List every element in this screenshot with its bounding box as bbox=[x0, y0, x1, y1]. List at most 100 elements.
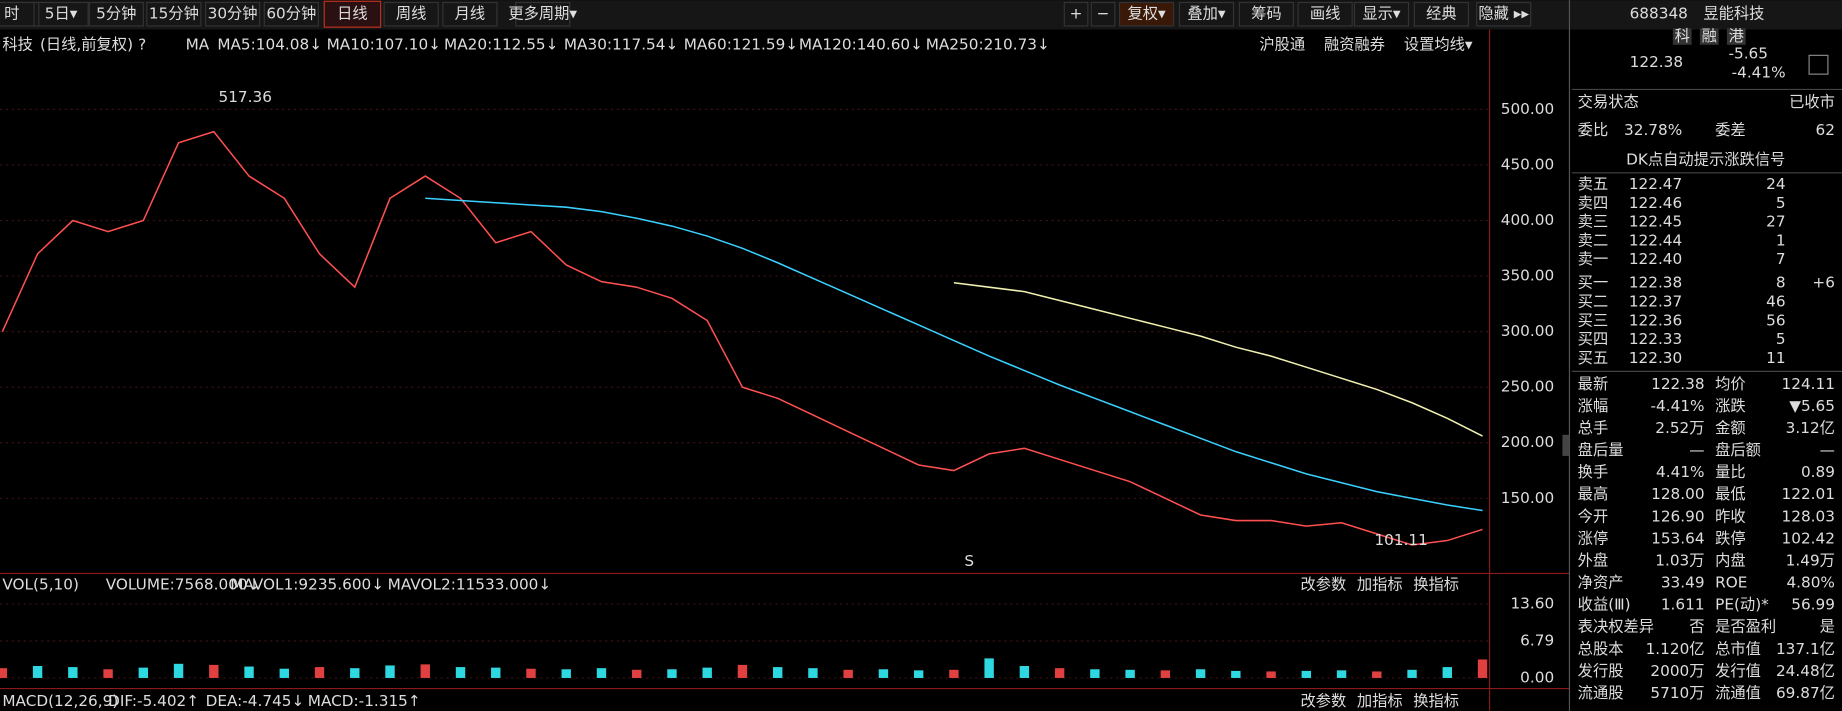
volume-bar bbox=[984, 658, 994, 678]
annotation: 101.11 bbox=[1374, 531, 1427, 549]
y-tick-label: 150.00 bbox=[1501, 489, 1554, 507]
stat-label: 盘后额 bbox=[1715, 441, 1761, 459]
tool-button[interactable]: 隐藏 ▸▸ bbox=[1478, 5, 1529, 23]
book-volume: 5 bbox=[1776, 330, 1786, 348]
tool-button[interactable]: 复权▾ bbox=[1127, 5, 1166, 23]
stat-value: 0.89 bbox=[1801, 463, 1835, 481]
stat-label: 换手 bbox=[1578, 463, 1609, 481]
change-pct: -4.41% bbox=[1732, 63, 1786, 81]
book-price: 122.40 bbox=[1629, 250, 1682, 268]
add-button[interactable] bbox=[1808, 54, 1829, 75]
book-volume: 11 bbox=[1766, 349, 1785, 367]
stat-label: 最高 bbox=[1578, 485, 1609, 503]
tool-frame bbox=[1178, 1, 1235, 27]
book-price: 122.45 bbox=[1629, 213, 1682, 231]
volume-bar bbox=[103, 669, 113, 678]
badge-bg bbox=[1672, 28, 1692, 45]
label: 委差 bbox=[1715, 121, 1746, 139]
tool-button[interactable]: 画线 bbox=[1310, 5, 1341, 23]
value: 已收市 bbox=[1789, 93, 1835, 111]
help[interactable]: ? bbox=[138, 35, 146, 53]
panel-link[interactable]: 沪股通 bbox=[1259, 35, 1305, 53]
price-line bbox=[425, 197, 1483, 512]
book-label: 买三 bbox=[1578, 311, 1609, 329]
tab-frame bbox=[33, 1, 89, 27]
tool-frame bbox=[1238, 1, 1294, 27]
period-tab[interactable]: 30分钟 bbox=[208, 5, 258, 23]
value: 62 bbox=[1816, 121, 1835, 139]
stat-label: 发行股 bbox=[1578, 662, 1624, 680]
stat-value: 122.38 bbox=[1651, 375, 1704, 393]
tool-button[interactable]: 显示▾ bbox=[1362, 5, 1401, 23]
volume-bar bbox=[68, 667, 78, 678]
period-tab[interactable]: 5日▾ bbox=[45, 5, 78, 23]
panel-link[interactable]: 加指标 bbox=[1357, 692, 1403, 710]
tab-frame bbox=[383, 1, 439, 27]
period-tab[interactable]: 5分钟 bbox=[96, 5, 136, 23]
panel-link[interactable]: 设置均线▾ bbox=[1404, 35, 1473, 53]
badge: 港 bbox=[1729, 27, 1744, 45]
period-tab[interactable]: 月线 bbox=[455, 5, 486, 23]
book-volume: 7 bbox=[1776, 250, 1786, 268]
volume-bar bbox=[526, 668, 536, 678]
volume-bar bbox=[1442, 667, 1452, 678]
ma-legend: MA20:112.55↓ bbox=[444, 35, 558, 53]
stat-label: 最低 bbox=[1715, 485, 1746, 503]
stat-label: 总市值 bbox=[1715, 640, 1761, 658]
volume-bar bbox=[1090, 669, 1100, 678]
stat-label: 是否盈利 bbox=[1715, 618, 1776, 636]
tool-button[interactable]: 筹码 bbox=[1251, 5, 1282, 23]
stat-value: 137.1亿 bbox=[1776, 640, 1835, 658]
volume-bar bbox=[173, 663, 184, 678]
stat-value: 102.42 bbox=[1782, 529, 1835, 547]
volume-bar bbox=[737, 664, 748, 678]
period-tab[interactable]: 15分钟 bbox=[149, 5, 199, 23]
tab-frame bbox=[204, 1, 261, 27]
badge-bg bbox=[1699, 28, 1719, 45]
book-label: 卖二 bbox=[1578, 231, 1609, 249]
volume-bar bbox=[1054, 668, 1065, 678]
volume-bar bbox=[1195, 669, 1206, 678]
active-tab bbox=[323, 0, 382, 28]
ma-legend: MA30:117.54↓ bbox=[564, 35, 678, 53]
price-line bbox=[1, 130, 1483, 546]
stat-value: 122.01 bbox=[1782, 485, 1835, 503]
tab-frame bbox=[263, 1, 319, 27]
book-label: 买二 bbox=[1578, 293, 1609, 311]
volume-bar bbox=[491, 667, 501, 678]
ma-legend: MA60:121.59↓ bbox=[684, 35, 798, 53]
collapse-handle[interactable] bbox=[1562, 434, 1570, 456]
book-label: 买一 bbox=[1578, 274, 1609, 292]
stat-label: 总手 bbox=[1578, 419, 1609, 437]
tool-button[interactable]: − bbox=[1097, 5, 1110, 23]
volume-bar bbox=[1407, 669, 1417, 678]
book-price: 122.33 bbox=[1629, 330, 1682, 348]
period-tab[interactable]: 日线 bbox=[337, 5, 368, 23]
period-tab[interactable]: 更多周期▾ bbox=[508, 5, 577, 23]
period-tab[interactable]: 周线 bbox=[396, 5, 427, 23]
volume-bar bbox=[350, 668, 360, 678]
ma-legend: MA10:107.10↓ bbox=[327, 35, 441, 53]
period-tab[interactable]: 时 bbox=[4, 5, 19, 23]
volume-bar bbox=[32, 665, 43, 678]
period-tab[interactable]: 60分钟 bbox=[266, 5, 316, 23]
panel-link[interactable]: 改参数 bbox=[1300, 692, 1346, 710]
panel-link[interactable]: 换指标 bbox=[1413, 576, 1459, 594]
macd-header: DIF:-5.402↑ bbox=[108, 692, 199, 710]
panel-link[interactable]: 加指标 bbox=[1357, 576, 1403, 594]
volume-bar bbox=[913, 670, 924, 678]
volume-bar bbox=[209, 664, 219, 678]
stat-value: 69.87亿 bbox=[1776, 684, 1835, 702]
stat-value: 128.03 bbox=[1782, 507, 1835, 525]
tool-button[interactable]: 叠加▾ bbox=[1187, 5, 1226, 23]
tool-button[interactable]: 经典 bbox=[1426, 5, 1457, 23]
tool-frame bbox=[1118, 1, 1175, 27]
panel-link[interactable]: 换指标 bbox=[1413, 692, 1459, 710]
stat-value: 24.48亿 bbox=[1776, 662, 1835, 680]
panel-link[interactable]: 融资融券 bbox=[1324, 35, 1385, 53]
volume-bar bbox=[1477, 659, 1488, 678]
tool-button[interactable]: + bbox=[1070, 5, 1083, 23]
signal[interactable]: DK点自动提示涨跌信号 bbox=[1626, 150, 1785, 168]
annotation: 517.36 bbox=[219, 88, 272, 106]
panel-link[interactable]: 改参数 bbox=[1300, 576, 1346, 594]
